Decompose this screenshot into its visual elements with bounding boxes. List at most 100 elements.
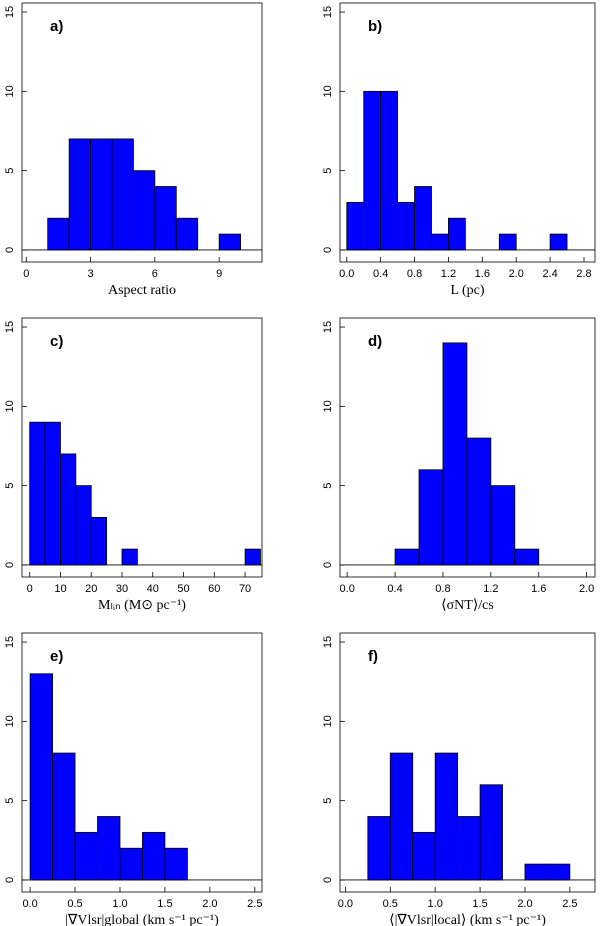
panel-title: e) [50,648,63,665]
plot-frame [339,632,596,893]
bar [431,233,449,251]
bar [394,548,420,566]
bar [142,831,166,881]
bar [74,831,98,881]
bar [119,847,143,881]
bar [389,752,414,881]
x-tick-label: 0.4 [387,583,402,595]
x-tick-label: 1.5 [472,898,487,910]
bar [434,752,459,881]
x-tick-label: 0.5 [67,898,82,910]
panel-title: f) [368,648,378,665]
x-axis-label: ⟨σNT⟩/cs [441,598,494,613]
x-tick-label: 2.0 [579,583,594,595]
x-tick-label: 1.6 [475,268,490,280]
bar [47,217,70,251]
bar [367,816,391,881]
bar [121,548,138,566]
x-tick-label: 1.6 [531,583,546,595]
y-tick-label: 5 [322,168,334,174]
bar [68,138,91,251]
y-tick-label: 0 [4,247,16,253]
x-tick-label: 0.8 [435,583,450,595]
x-tick-label: 3 [88,268,94,280]
y-tick-label: 5 [322,483,334,489]
bar [498,233,517,251]
bar [164,847,188,881]
bar [175,217,199,251]
bar [29,421,46,566]
bar [418,469,444,566]
x-tick-label: 0 [23,268,29,280]
x-tick-label: 0.4 [373,268,388,280]
panel-title: a) [50,18,63,35]
x-tick-label: 0.0 [339,268,354,280]
y-tick-label: 10 [322,715,334,727]
y-tick-label: 15 [322,321,334,333]
y-tick-label: 10 [4,85,16,97]
bar [154,186,177,251]
bar [549,233,568,251]
bar [442,342,468,566]
x-tick-label: 0.0 [338,898,353,910]
y-tick-label: 0 [322,247,334,253]
y-tick-label: 15 [322,6,334,18]
y-tick-label: 15 [4,6,16,18]
bar [133,170,156,251]
bar [244,548,261,566]
x-tick-label: 1.0 [428,898,443,910]
plot-frame [339,317,596,578]
y-tick-label: 5 [4,168,16,174]
y-tick-label: 5 [322,798,334,804]
x-tick-label: 2.0 [517,898,532,910]
bar [547,863,571,881]
bar [412,831,436,881]
plot-frame [21,632,263,893]
panel-title: d) [368,333,382,350]
x-tick-label: 1.0 [112,898,127,910]
bar [380,90,399,251]
x-tick-label: 60 [208,583,220,595]
x-axis-label: Mₗᵢₙ (M⊙ pc⁻¹) [98,598,186,613]
y-tick-label: 10 [4,715,16,727]
bar [44,421,61,566]
y-tick-label: 15 [4,321,16,333]
x-axis-label: ⟨|∇Vlsr|local⟩ (km s⁻¹ pc⁻¹) [389,913,546,926]
x-tick-label: 1.2 [441,268,456,280]
x-tick-label: 70 [239,583,251,595]
bar [397,201,415,251]
x-tick-label: 2.4 [542,268,557,280]
x-tick-label: 2.0 [509,268,524,280]
x-tick-label: 30 [116,583,128,595]
y-tick-label: 0 [4,562,16,568]
y-tick-label: 10 [322,85,334,97]
y-tick-label: 10 [322,400,334,412]
x-tick-label: 2.5 [247,898,262,910]
bar [60,453,77,566]
x-axis-label: L (pc) [450,283,484,298]
bar [29,673,53,881]
x-tick-label: 2.0 [202,898,217,910]
y-tick-label: 5 [4,798,16,804]
x-tick-label: 0.0 [340,583,355,595]
bar [466,437,492,566]
x-tick-label: 1.2 [483,583,498,595]
x-tick-label: 9 [216,268,222,280]
bar [218,233,241,251]
y-tick-label: 15 [4,636,16,648]
panel-title: b) [368,18,382,35]
bar [75,485,92,566]
bar [346,201,365,251]
bar [524,863,548,881]
bar [111,138,134,251]
y-tick-label: 0 [322,877,334,883]
x-tick-label: 2.5 [562,898,577,910]
bar [514,548,540,566]
bar [479,784,503,881]
x-tick-label: 50 [177,583,189,595]
x-tick-label: 6 [152,268,158,280]
x-axis-label: Aspect ratio [108,283,176,298]
x-tick-label: 0.0 [22,898,37,910]
bar [52,752,76,881]
